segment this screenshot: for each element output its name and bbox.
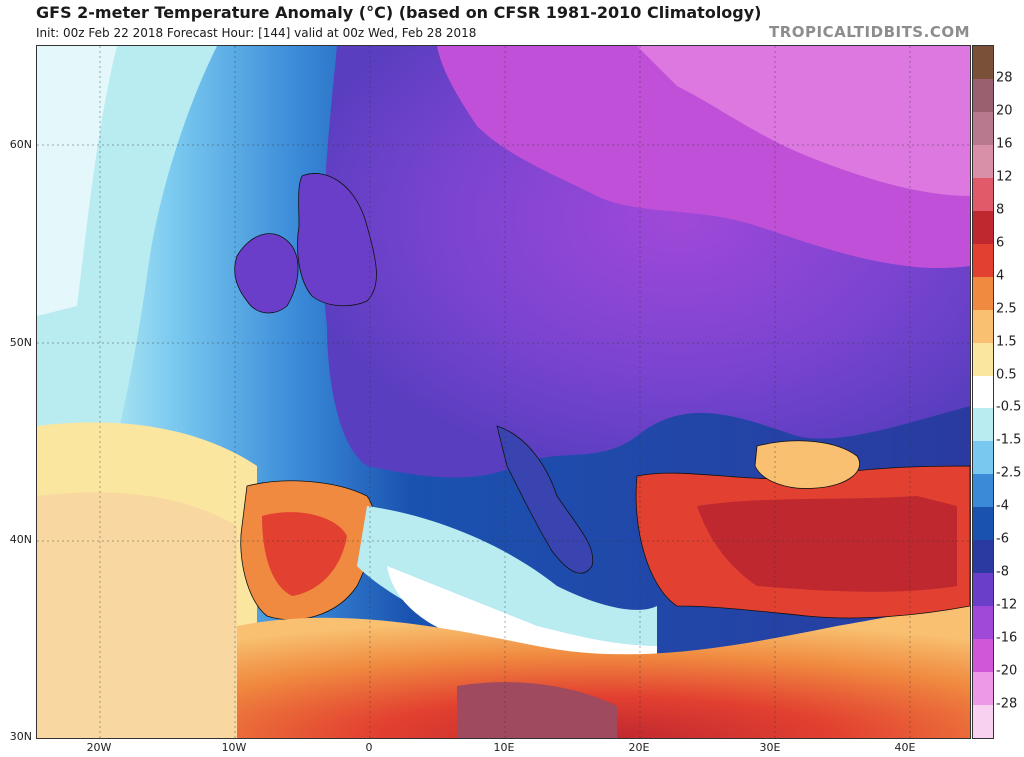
map-canvas	[37, 46, 970, 738]
colorbar-tick-label: 6	[996, 235, 1005, 251]
lon-label-0: 0	[365, 741, 373, 754]
colorbar-segment	[973, 210, 993, 245]
lat-label-30n: 30N	[9, 730, 32, 743]
colorbar-tick-label: -4	[996, 498, 1009, 514]
extreme-cold-core	[637, 46, 970, 196]
colorbar-tick-label: 16	[996, 136, 1013, 152]
colorbar-segment	[973, 672, 993, 706]
lon-label-20e: 20E	[628, 741, 650, 754]
colorbar-tick-label: 12	[996, 169, 1013, 185]
colorbar-segment	[973, 144, 993, 179]
italy-landmass	[496, 425, 594, 574]
lon-label-30e: 30E	[759, 741, 781, 754]
lat-label-50n: 50N	[9, 336, 32, 349]
colorbar-segment	[973, 177, 993, 212]
colorbar-tick-label: -16	[996, 630, 1018, 646]
colorbar-segment	[973, 705, 993, 739]
forecast-info: Init: 00z Feb 22 2018 Forecast Hour: [14…	[36, 26, 477, 40]
colorbar-tick-label: -6	[996, 531, 1009, 547]
colorbar-tick-label: 28	[996, 70, 1013, 86]
lon-label-40e: 40E	[894, 741, 916, 754]
colorbar-tick-label: -20	[996, 663, 1018, 679]
colorbar-tick-label: 4	[996, 268, 1005, 284]
colorbar-segment	[973, 408, 993, 442]
warm-atlantic-inner	[37, 492, 237, 738]
colorbar-tick-label: -8	[996, 564, 1009, 580]
lat-label-40n: 40N	[9, 533, 32, 546]
lat-label-60n: 60N	[9, 138, 32, 151]
graticule	[37, 46, 970, 738]
colorbar-segment	[973, 540, 993, 574]
great-britain-landmass	[297, 173, 377, 307]
colorbar-tick-label: -28	[996, 696, 1018, 712]
colorbar-tick-label: 1.5	[996, 334, 1017, 350]
colorbar-tick-label: -1.5	[996, 432, 1022, 448]
north-africa-warm	[237, 606, 970, 738]
anatolia-core	[697, 496, 957, 592]
near-zero-band	[37, 46, 117, 316]
colorbar-segment	[973, 46, 993, 80]
colorbar-segment	[973, 573, 993, 607]
colorbar-tick-label: -0.5	[996, 399, 1022, 415]
colorbar-segment	[973, 441, 993, 475]
anomaly-map[interactable]	[36, 45, 971, 739]
ireland-landmass	[234, 233, 299, 314]
mediterranean-cool	[357, 506, 657, 668]
colorbar-tick-label: -12	[996, 597, 1018, 613]
lon-label-20w: 20W	[86, 741, 112, 754]
colorbar-tick-label: 8	[996, 202, 1005, 218]
black-sea	[754, 440, 860, 489]
colorbar-segment	[973, 507, 993, 541]
colorbar-tick-label: 20	[996, 103, 1013, 119]
colorbar-segment	[973, 243, 993, 278]
colorbar-segment	[973, 375, 993, 409]
libya-extreme-warm	[457, 682, 617, 738]
colorbar-segment	[973, 342, 993, 376]
colorbar-segment	[973, 276, 993, 311]
brand-watermark: TROPICALTIDBITS.COM	[769, 23, 970, 41]
colorbar-tick-label: -2.5	[996, 465, 1022, 481]
colorbar-segment	[973, 111, 993, 146]
colorbar-tick-label: 2.5	[996, 301, 1017, 317]
mediterranean-neutral	[387, 566, 657, 672]
lon-label-10e: 10E	[493, 741, 515, 754]
colorbar-segment	[973, 309, 993, 344]
colorbar-segment	[973, 474, 993, 508]
colorbar-segment	[973, 78, 993, 113]
colorbar-segment	[973, 639, 993, 673]
colorbar-tick-label: 0.5	[996, 367, 1017, 383]
page-title: GFS 2-meter Temperature Anomaly (°C) (ba…	[36, 3, 762, 22]
colorbar	[972, 45, 994, 739]
colorbar-segment	[973, 606, 993, 640]
lon-label-10w: 10W	[221, 741, 247, 754]
iberia-core	[262, 512, 347, 596]
